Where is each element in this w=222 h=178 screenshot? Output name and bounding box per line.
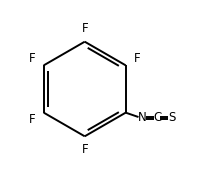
Text: F: F <box>81 143 88 156</box>
Text: C: C <box>153 111 161 124</box>
Text: F: F <box>29 52 36 65</box>
Text: N: N <box>138 111 147 124</box>
Text: F: F <box>29 113 36 126</box>
Text: F: F <box>134 52 140 65</box>
Text: S: S <box>168 111 176 124</box>
Text: F: F <box>81 22 88 35</box>
